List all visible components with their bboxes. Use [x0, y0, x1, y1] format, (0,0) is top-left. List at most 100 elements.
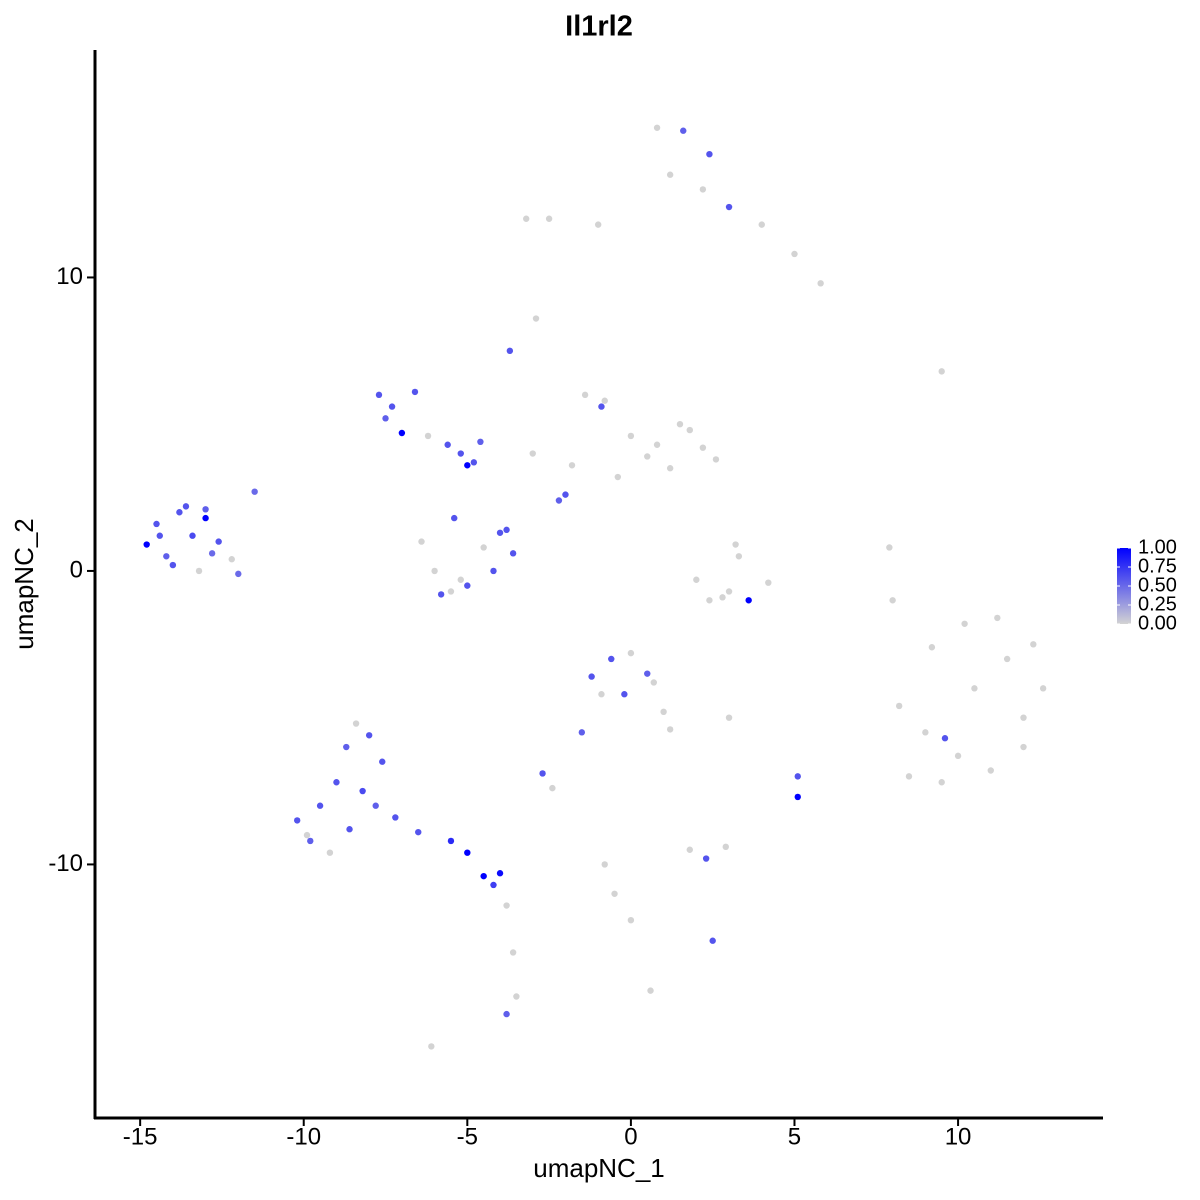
cell-point	[886, 544, 893, 551]
cell-point	[794, 773, 801, 780]
cell-point	[457, 450, 464, 457]
cell-point	[372, 802, 379, 809]
cell-point	[578, 729, 586, 736]
cell-point	[938, 368, 945, 375]
cell-point	[418, 538, 425, 545]
cell-point	[686, 426, 693, 434]
cell-point	[346, 826, 353, 833]
cell-point	[153, 520, 160, 528]
cell-point	[447, 837, 455, 845]
cell-point	[480, 544, 487, 551]
cell-point	[987, 767, 994, 774]
cell-point	[431, 567, 438, 575]
colorbar-label: 0.25	[1138, 593, 1177, 615]
cell-point	[922, 729, 929, 736]
cell-point	[706, 597, 713, 604]
cell-point	[195, 567, 203, 575]
cell-point	[712, 456, 720, 463]
cell-point	[699, 186, 707, 193]
cell-point	[176, 509, 183, 516]
cell-point	[503, 526, 510, 534]
cell-point	[182, 503, 190, 510]
cell-point	[722, 843, 729, 851]
cell-point	[653, 124, 661, 131]
cell-point	[490, 881, 497, 889]
cell-point	[415, 828, 422, 836]
cell-point	[189, 532, 196, 539]
x-tick-label: -10	[286, 1123, 321, 1150]
cell-point	[666, 465, 674, 472]
cell-point	[496, 870, 504, 877]
cell-point	[660, 708, 667, 716]
cell-point	[352, 720, 360, 727]
cell-point	[702, 855, 710, 862]
cell-point	[614, 473, 622, 481]
cell-point	[359, 787, 366, 795]
cell-point	[627, 916, 635, 924]
cell-point	[725, 588, 733, 595]
cell-point	[490, 567, 497, 575]
cell-point	[971, 685, 978, 692]
y-tick-label: 0	[70, 556, 83, 583]
cell-point	[1020, 714, 1027, 721]
colorbar	[1117, 548, 1131, 624]
cell-point	[601, 397, 608, 404]
colorbar-label: 0.50	[1138, 574, 1177, 596]
colorbar-label: 0.00	[1138, 612, 1177, 634]
cell-point	[169, 561, 177, 569]
cell-point	[208, 550, 216, 557]
cell-point	[509, 550, 517, 557]
cell-point	[581, 391, 589, 399]
cell-point	[464, 462, 471, 469]
cell-point	[706, 150, 713, 158]
cell-point	[961, 620, 968, 627]
y-axis-label: umapNC_2	[9, 518, 39, 650]
cell-point	[143, 541, 150, 548]
cell-point	[307, 837, 314, 845]
cell-point	[447, 588, 455, 595]
cell-point	[375, 391, 383, 399]
cell-point	[719, 594, 726, 601]
cell-point	[608, 655, 615, 663]
y-tick-label: -10	[48, 850, 83, 877]
x-tick-label: -5	[457, 1123, 478, 1150]
cell-point	[568, 462, 576, 469]
cell-point	[503, 902, 510, 909]
cell-point	[411, 388, 419, 396]
cell-point	[941, 735, 949, 742]
cell-point	[627, 649, 635, 657]
cell-point	[725, 203, 733, 211]
x-tick-label: 10	[945, 1123, 972, 1150]
cell-point	[202, 506, 209, 513]
cell-point	[382, 415, 389, 422]
cell-point	[1020, 743, 1027, 751]
y-tick-label: 10	[56, 263, 83, 290]
points	[143, 124, 1047, 1050]
cell-point	[506, 347, 514, 355]
cell-point	[666, 171, 674, 178]
cell-point	[202, 514, 209, 522]
cell-point	[477, 438, 484, 446]
cell-point	[1030, 641, 1037, 648]
cell-point	[928, 644, 936, 651]
cell-point	[758, 221, 765, 228]
colorbar-label: 1.00	[1138, 536, 1177, 558]
cell-point	[699, 444, 707, 451]
cell-point	[470, 459, 478, 466]
cell-point	[938, 779, 945, 786]
cell-point	[647, 987, 654, 994]
cell-point	[905, 773, 913, 780]
cell-point	[451, 514, 458, 522]
x-tick-label: 0	[624, 1123, 637, 1150]
cell-point	[889, 597, 896, 604]
cell-point	[954, 752, 962, 760]
cell-point	[666, 726, 674, 733]
cell-point	[794, 793, 801, 801]
cell-point	[644, 670, 651, 677]
cell-point	[316, 802, 324, 809]
cell-point	[653, 441, 661, 448]
cell-point	[464, 582, 471, 589]
cell-point	[496, 529, 504, 536]
cell-point	[513, 993, 520, 1000]
